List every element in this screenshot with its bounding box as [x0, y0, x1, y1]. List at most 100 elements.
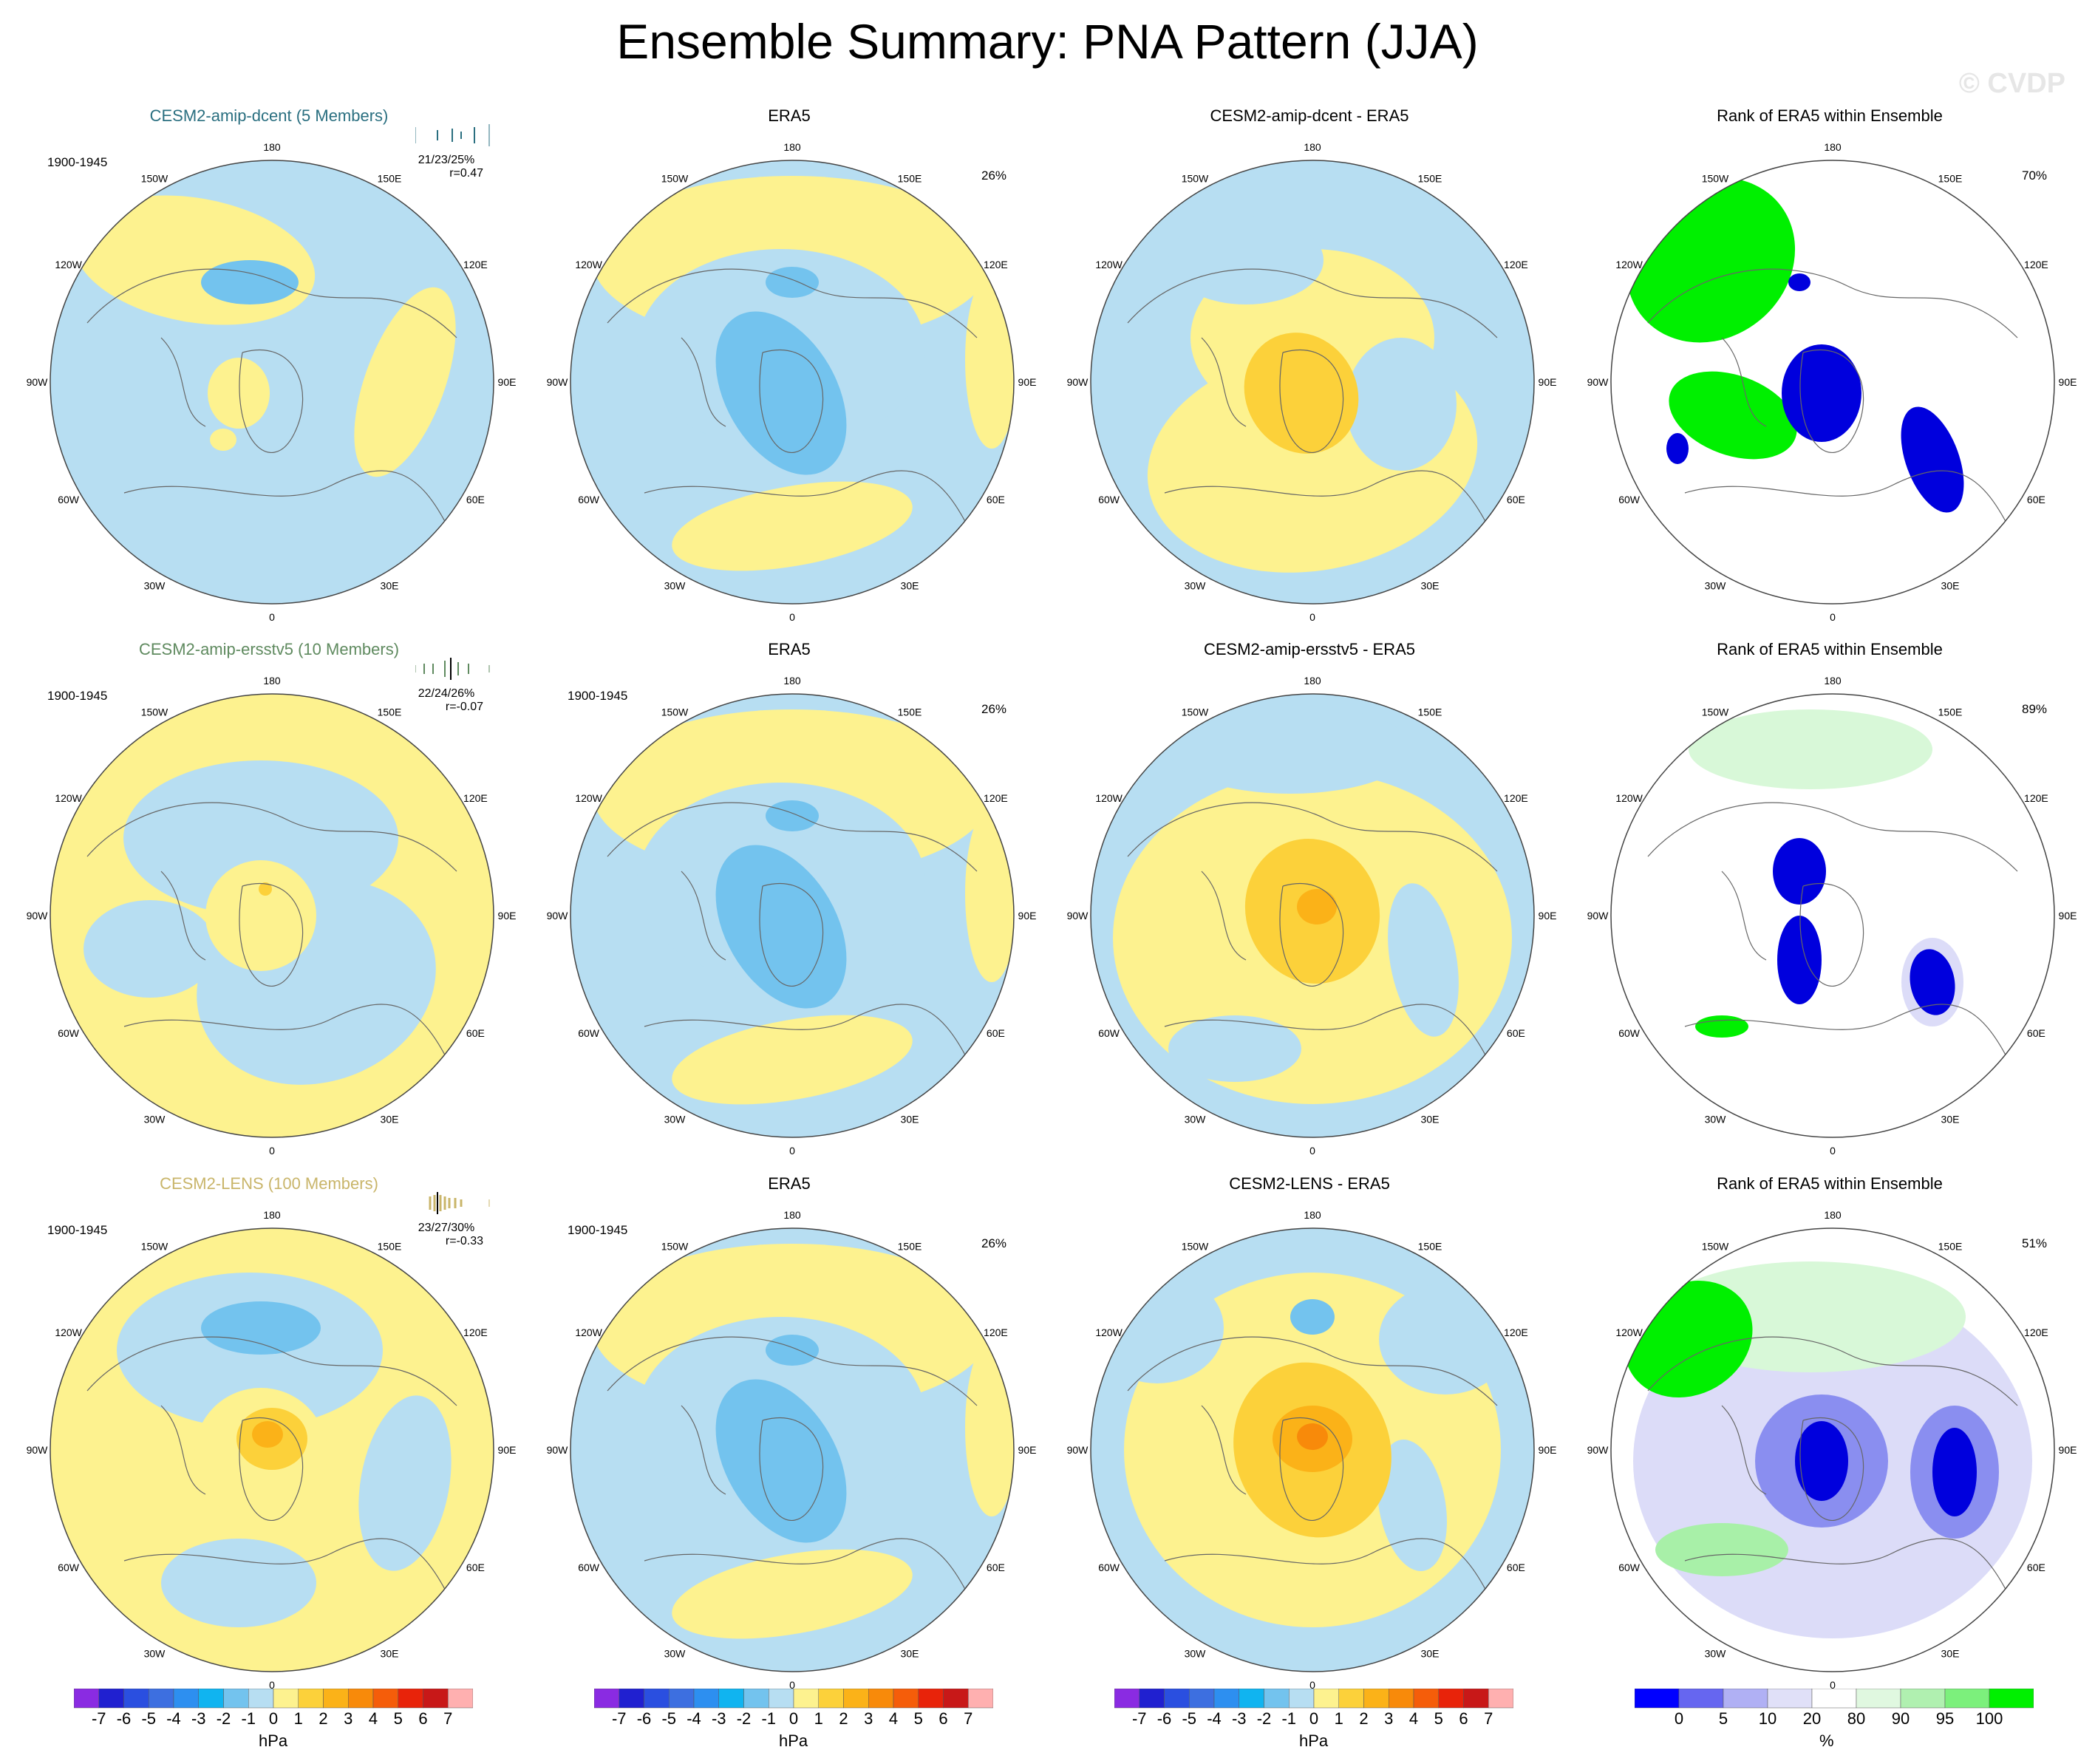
compass-label-150E: 150E [1418, 706, 1442, 718]
compass-label-60E: 60E [2027, 1027, 2045, 1039]
watermark-logo: © CVDP [1958, 68, 2065, 99]
colorbar-box [198, 1689, 224, 1709]
anomaly-fields [73, 195, 456, 477]
coastline-canada [1201, 1405, 1247, 1495]
positive-anomaly-atlantic [672, 481, 913, 571]
compass-label-120E: 120E [463, 792, 488, 804]
colorbar-tick-label: 5 [394, 1709, 403, 1728]
coastline-north [86, 268, 457, 338]
compass-label-0: 0 [789, 611, 795, 623]
panel-title: CESM2-amip-dcent - ERA5 [1210, 106, 1409, 125]
colorbar-tick-label: -6 [1157, 1709, 1172, 1728]
map-border [1090, 693, 1535, 1138]
colorbar-boxes: -7 -6 -5 -4 -3 -2 -1 0 1 2 3 4 5 6 7 [594, 1689, 993, 1728]
colorbar-box [423, 1689, 449, 1709]
compass-label-120E: 120E [1504, 792, 1528, 804]
colorbar-units: hPa [259, 1731, 288, 1750]
coastline-north [86, 1336, 457, 1406]
compass-label-30E: 30E [901, 1113, 919, 1125]
polar-map: 180 150E 120E 90E 60E 30E 0 30W 60W 90W 120W 150W [1067, 675, 1557, 1157]
compass-label-120E: 120E [463, 259, 488, 270]
anomaly-fields [593, 709, 1014, 1105]
colorbar-tick-label: -4 [1207, 1709, 1222, 1728]
panel-title: ERA5 [768, 1174, 811, 1193]
compass-label-90W: 90W [1067, 376, 1089, 388]
compass-label-60E: 60E [987, 1562, 1005, 1573]
compass-label-150E: 150E [378, 706, 402, 718]
compass-label-150W: 150W [1702, 706, 1729, 718]
negative-anomaly-asia [1388, 883, 1459, 1037]
panel-title: ERA5 [768, 106, 811, 125]
colorbar-box [843, 1689, 869, 1709]
peak-anomaly [259, 882, 272, 896]
polar-map: 180 150E 120E 90E 60E 30E 0 30W 60W 90W 120W 150W [547, 1209, 1037, 1691]
polar-map: 180 150E 120E 90E 60E 30E 0 30W 60W 90W 120W 150W [27, 141, 517, 623]
coastline-greenland [1799, 349, 1864, 454]
coastline-canada [1721, 871, 1767, 961]
colorbar-tick-label: 4 [1409, 1709, 1418, 1728]
colorbar-box [669, 1689, 695, 1709]
colorbar-box [1635, 1689, 1680, 1709]
compass-label-120W: 120W [55, 1327, 82, 1338]
compass-label-90W: 90W [547, 910, 569, 922]
compass-label-30W: 30W [664, 579, 687, 591]
colorbar-box [1289, 1689, 1315, 1709]
panel-title: CESM2-LENS - ERA5 [1229, 1174, 1390, 1193]
colorbar-hpa-2: -7 -6 -5 -4 -3 -2 -1 0 1 2 3 4 5 6 7 hPa [594, 1689, 993, 1759]
compass-label-180: 180 [1824, 675, 1842, 687]
colorbar-box [1189, 1689, 1215, 1709]
coastline-north [86, 802, 457, 872]
colorbar-tick-label: -1 [1281, 1709, 1296, 1728]
coastline-canada [1721, 1405, 1767, 1495]
colorbar-tick-label: 7 [443, 1709, 452, 1728]
colorbar-box [1363, 1689, 1389, 1709]
compass-label-90E: 90E [1018, 1444, 1037, 1456]
anomaly-fields [1624, 1261, 2032, 1638]
coastline-europe [1164, 470, 1491, 531]
correlation-label: r=0.47 [449, 167, 483, 180]
compass-label-90E: 90E [1539, 910, 1557, 922]
compass-label-180: 180 [1304, 1209, 1321, 1221]
coastline-europe [123, 1004, 450, 1064]
map-border [570, 160, 1015, 605]
rank-percent: 51% [2022, 1236, 2048, 1250]
compass-label-60E: 60E [1507, 494, 1525, 505]
coastline-canada [681, 871, 726, 961]
colorbar-tick-label: -5 [141, 1709, 156, 1728]
colorbar-box [123, 1689, 149, 1709]
polar-map: 180 150E 120E 90E 60E 30E 0 30W 60W 90W 120W 150W [1587, 1209, 2077, 1691]
colorbar-tick-label: 0 [789, 1709, 798, 1728]
ensemble-stats: 22/24/26% [418, 687, 475, 700]
compass-label-90E: 90E [1539, 376, 1557, 388]
coastline-canada [160, 337, 206, 427]
coastline-canada [160, 871, 206, 961]
colorbar-tick-label: 4 [889, 1709, 898, 1728]
colorbar-tick-label: 6 [939, 1709, 947, 1728]
colorbar-tick-label: 0 [269, 1709, 278, 1728]
coastline-europe [1684, 1004, 2011, 1064]
panel-title: Rank of ERA5 within Ensemble [1717, 640, 1943, 658]
colorbar-box [1944, 1689, 1990, 1709]
colorbar-box [893, 1689, 919, 1709]
panel-title: Rank of ERA5 within Ensemble [1717, 106, 1943, 125]
colorbar-box [769, 1689, 794, 1709]
compass-label-60W: 60W [1618, 494, 1641, 505]
compass-label-60W: 60W [1618, 1562, 1641, 1573]
compass-label-60E: 60E [466, 494, 485, 505]
colorbar-tick-label: -7 [92, 1709, 106, 1728]
compass-label-150W: 150W [661, 173, 689, 185]
compass-label-150E: 150E [1418, 1241, 1442, 1253]
anomaly-fields [117, 1273, 452, 1627]
colorbar-box [968, 1689, 993, 1709]
positive-anomaly-small [210, 429, 236, 451]
coastline-canada [1201, 337, 1247, 427]
coastline-canada [160, 1405, 206, 1495]
coastline-greenland [1279, 882, 1344, 987]
compass-label-90W: 90W [27, 910, 49, 922]
colorbar-box [693, 1689, 719, 1709]
colorbar-box [323, 1689, 349, 1709]
compass-label-120E: 120E [1504, 259, 1528, 270]
compass-label-90E: 90E [1018, 910, 1037, 922]
coastline-greenland [759, 349, 824, 454]
colorbar-tick-label: 1 [294, 1709, 303, 1728]
